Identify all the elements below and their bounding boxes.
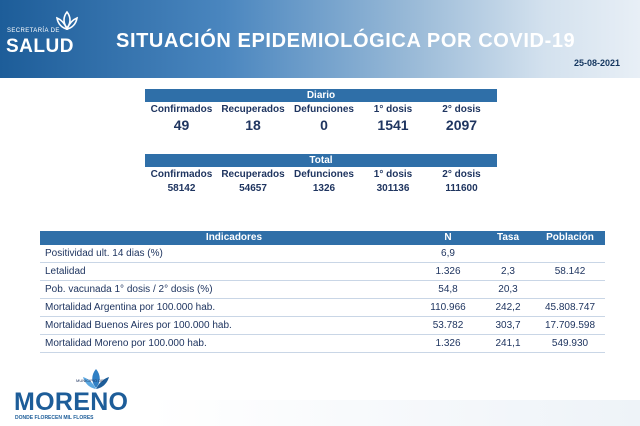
row-n: 110.966 xyxy=(430,302,466,313)
diario-title: Diario xyxy=(145,89,497,102)
diario-labels-row: Confirmados Recuperados Defunciones 1° d… xyxy=(145,102,497,115)
row-poblacion: 17.709.598 xyxy=(544,320,596,331)
total-value-recuperados: 54657 xyxy=(239,183,267,194)
row-label: Mortalidad Buenos Aires por 100.000 hab. xyxy=(45,320,232,331)
row-label: Mortalidad Moreno por 100.000 hab. xyxy=(45,338,207,349)
row-n: 1.326 xyxy=(435,266,461,277)
table-row: Positividad ult. 14 dias (%) 6,9 xyxy=(40,245,605,263)
row-n: 53.782 xyxy=(432,320,464,331)
row-label: Positividad ult. 14 dias (%) xyxy=(45,248,163,259)
row-tasa: 2,3 xyxy=(501,266,515,277)
total-label-defunciones: Defunciones xyxy=(293,169,354,180)
header-poblacion: Población xyxy=(546,232,594,243)
page-title: SITUACIÓN EPIDEMIOLÓGICA POR COVID-19 xyxy=(116,30,576,52)
row-tasa: 303,7 xyxy=(495,320,521,331)
row-label: Letalidad xyxy=(45,266,86,277)
diario-value-recuperados: 18 xyxy=(245,117,261,133)
footer-band xyxy=(150,400,640,426)
total-label-confirmados: Confirmados xyxy=(150,169,213,180)
table-row: Pob. vacunada 1° dosis / 2° dosis (%) 54… xyxy=(40,281,605,299)
total-label-2-dosis: 2° dosis xyxy=(442,169,481,180)
logo-word: SALUD xyxy=(6,36,74,57)
header-n: N xyxy=(444,232,452,243)
total-label-recuperados: Recuperados xyxy=(221,169,285,180)
indicadores-table: Indicadores N Tasa Población Positividad… xyxy=(40,231,605,353)
moreno-tagline: DONDE FLORECEN MIL FLORES xyxy=(15,415,94,421)
total-label-1-dosis: 1° dosis xyxy=(373,169,413,180)
header-tasa: Tasa xyxy=(496,232,520,243)
total-title: Total xyxy=(145,154,497,167)
diario-label-2-dosis: 2° dosis xyxy=(442,104,481,115)
moreno-logo: MUNICIPIO DE MORENO DONDE FLORECEN MIL F… xyxy=(14,368,154,426)
diario-value-2-dosis: 2097 xyxy=(445,117,478,133)
moreno-muni-text: MUNICIPIO DE xyxy=(76,378,104,383)
row-label: Mortalidad Argentina por 100.000 hab. xyxy=(45,302,216,313)
row-poblacion: 58.142 xyxy=(554,266,586,277)
total-labels-row: Confirmados Recuperados Defunciones 1° d… xyxy=(145,167,497,180)
total-value-1-dosis: 301136 xyxy=(376,183,410,194)
row-n: 6,9 xyxy=(441,248,455,259)
row-tasa: 241,1 xyxy=(495,338,521,349)
diario-label-defunciones: Defunciones xyxy=(293,104,354,115)
moreno-word: MORENO xyxy=(14,388,129,416)
table-row: Letalidad 1.326 2,3 58.142 xyxy=(40,263,605,281)
diario-value-1-dosis: 1541 xyxy=(377,117,409,133)
total-value-defunciones: 1326 xyxy=(312,183,336,194)
row-label: Pob. vacunada 1° dosis / 2° dosis (%) xyxy=(45,284,213,295)
diario-label-1-dosis: 1° dosis xyxy=(373,104,413,115)
row-poblacion: 45.808.747 xyxy=(544,302,596,313)
total-value-confirmados: 58142 xyxy=(167,183,196,194)
row-tasa: 20,3 xyxy=(498,284,518,295)
table-row: Mortalidad Moreno por 100.000 hab. 1.326… xyxy=(40,335,605,353)
header-indicadores: Indicadores xyxy=(205,232,263,243)
total-values-row: 58142 54657 1326 301136 111600 xyxy=(145,180,497,194)
report-date: 25-08-2021 xyxy=(573,58,620,68)
lotus-icon xyxy=(55,10,79,31)
indicadores-header-row: Indicadores N Tasa Población xyxy=(40,231,605,245)
row-poblacion: 549.930 xyxy=(551,338,589,349)
table-row: Mortalidad Argentina por 100.000 hab. 11… xyxy=(40,299,605,317)
table-row: Mortalidad Buenos Aires por 100.000 hab.… xyxy=(40,317,605,335)
salud-logo: SECRETARÍA DE SALUD xyxy=(6,10,86,60)
total-table: Total Confirmados Recuperados Defuncione… xyxy=(145,154,497,194)
diario-label-confirmados: Confirmados xyxy=(150,104,213,115)
row-tasa: 242,2 xyxy=(495,302,521,313)
diario-values-row: 49 18 0 1541 2097 xyxy=(145,115,497,133)
diario-value-confirmados: 49 xyxy=(173,117,190,133)
diario-table: Diario Confirmados Recuperados Defuncion… xyxy=(145,89,497,133)
diario-label-recuperados: Recuperados xyxy=(221,104,285,115)
row-n: 54,8 xyxy=(438,284,458,295)
logo-top-text: SECRETARÍA DE xyxy=(7,28,60,34)
diario-value-defunciones: 0 xyxy=(320,117,328,133)
row-n: 1.326 xyxy=(435,338,461,349)
header-banner: SECRETARÍA DE SALUD SITUACIÓN EPIDEMIOLÓ… xyxy=(0,0,640,78)
flower-icon xyxy=(83,369,109,389)
total-value-2-dosis: 111600 xyxy=(445,183,478,194)
